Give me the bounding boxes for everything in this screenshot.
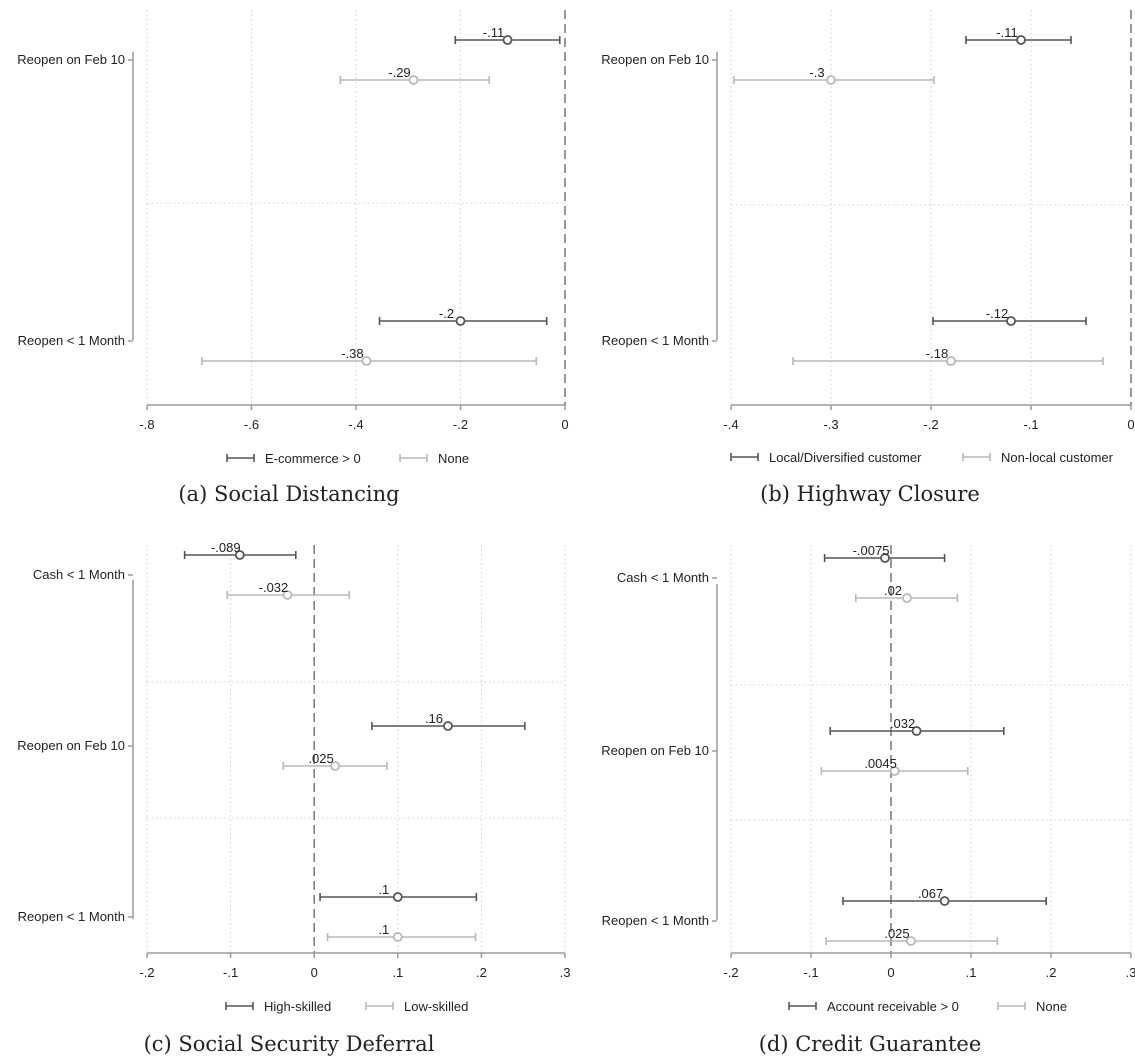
point-estimate — [234, 550, 245, 560]
y-category-label: Reopen on Feb 10 — [17, 738, 125, 753]
point-estimate — [1016, 35, 1026, 45]
x-tick-label: -.4 — [723, 417, 738, 432]
point-estimate — [282, 590, 293, 600]
x-tick-label: .1 — [392, 965, 403, 980]
point-estimate — [946, 356, 956, 366]
y-category-label: Reopen on Feb 10 — [601, 52, 709, 67]
legend-label: Non-local customer — [1001, 450, 1114, 465]
legend-label: High-skilled — [264, 999, 331, 1014]
panel-caption: (c) Social Security Deferral — [144, 1032, 435, 1056]
x-tick-label: -.1 — [803, 965, 818, 980]
data-label: .025 — [308, 751, 333, 766]
point-estimate — [889, 766, 900, 776]
panel-caption: (d) Credit Guarantee — [759, 1032, 982, 1056]
point-estimate — [1006, 316, 1016, 326]
x-tick-label: -.2 — [923, 417, 938, 432]
data-label: -.11 — [996, 25, 1017, 40]
x-tick-label: -.2 — [139, 965, 154, 980]
point-estimate — [330, 761, 341, 771]
data-label: -.3 — [809, 65, 824, 80]
legend: E-commerce > 0 None — [226, 451, 469, 466]
y-category-label: Reopen < 1 Month — [602, 333, 709, 348]
data-label: .0045 — [864, 756, 897, 771]
point-estimate — [826, 75, 836, 85]
x-tick-label: 0 — [311, 965, 318, 980]
point-estimate — [408, 75, 419, 85]
legend-label: Account receivable > 0 — [827, 999, 959, 1014]
x-tick-label: .3 — [1126, 965, 1135, 980]
legend-label: Local/Diversified customer — [769, 450, 922, 465]
y-category-label: Cash < 1 Month — [33, 567, 125, 582]
point-estimate — [392, 932, 403, 942]
x-tick-label: .3 — [560, 965, 571, 980]
x-tick-label: .2 — [1046, 965, 1057, 980]
point-estimate — [502, 35, 513, 45]
x-tick-label: -.8 — [139, 417, 154, 432]
panel-credit-guarantee: Cash < 1 Month Reopen on Feb 10 Reopen < 1… — [601, 543, 1135, 1056]
legend: Account receivable > 0 None — [788, 999, 1067, 1014]
legend: Local/Diversified customer Non-local cust… — [730, 450, 1114, 465]
y-category-label: Reopen < 1 Month — [18, 333, 125, 348]
point-estimate — [361, 356, 372, 366]
x-tick-label: -.4 — [348, 417, 363, 432]
panel-social-distancing: Reopen on Feb 10 Reopen < 1 Month -.8 -.6 -.… — [17, 10, 569, 506]
data-label: -.2 — [439, 306, 454, 321]
panel-highway-closure: Reopen on Feb 10 Reopen < 1 Month -.4 -.3 -.… — [601, 10, 1135, 506]
data-label: .16 — [425, 711, 443, 726]
data-label: .032 — [890, 716, 915, 731]
panel-social-security-deferral: Cash < 1 Month Reopen on Feb 10 Reopen < 1… — [17, 540, 570, 1056]
data-label: .1 — [378, 882, 389, 897]
point-estimate — [911, 726, 922, 736]
data-label: .067 — [918, 886, 943, 901]
data-label: -.089 — [211, 540, 241, 555]
y-category-label: Reopen on Feb 10 — [17, 52, 125, 67]
point-estimate — [906, 936, 916, 946]
y-category-label: Reopen on Feb 10 — [601, 743, 709, 758]
x-tick-label: -.6 — [244, 417, 259, 432]
point-estimate — [880, 553, 890, 563]
y-category-label: Reopen < 1 Month — [18, 909, 125, 924]
point-estimate — [455, 316, 466, 326]
x-tick-label: .2 — [476, 965, 487, 980]
x-tick-label: -.3 — [823, 417, 838, 432]
x-tick-label: .1 — [966, 965, 977, 980]
panel-caption: (b) Highway Closure — [760, 482, 980, 506]
x-tick-label: -.2 — [723, 965, 738, 980]
point-estimate — [902, 593, 912, 603]
data-label: .1 — [378, 922, 389, 937]
point-estimate — [392, 892, 403, 902]
data-label: -.29 — [388, 65, 410, 80]
data-label: -.38 — [341, 346, 363, 361]
data-label: -.0075 — [853, 543, 890, 558]
data-label: .025 — [884, 926, 909, 941]
legend-label: None — [1036, 999, 1067, 1014]
legend: High-skilled Low-skilled — [225, 999, 468, 1014]
point-estimate — [939, 896, 950, 906]
y-category-label: Reopen < 1 Month — [602, 913, 709, 928]
data-label: -.12 — [986, 306, 1008, 321]
x-tick-label: 0 — [1127, 417, 1134, 432]
point-estimate — [443, 721, 453, 731]
data-label: -.11 — [483, 25, 504, 40]
legend-label: None — [438, 451, 469, 466]
data-label: -.18 — [926, 346, 948, 361]
x-tick-label: 0 — [561, 417, 568, 432]
x-tick-label: -.1 — [223, 965, 238, 980]
data-label: -.032 — [259, 580, 289, 595]
y-category-label: Cash < 1 Month — [617, 570, 709, 585]
data-label: .02 — [884, 583, 902, 598]
x-tick-label: -.1 — [1023, 417, 1038, 432]
x-tick-label: -.2 — [453, 417, 468, 432]
legend-label: Low-skilled — [404, 999, 468, 1014]
x-tick-label: 0 — [887, 965, 894, 980]
legend-label: E-commerce > 0 — [265, 451, 361, 466]
panel-caption: (a) Social Distancing — [178, 482, 399, 506]
